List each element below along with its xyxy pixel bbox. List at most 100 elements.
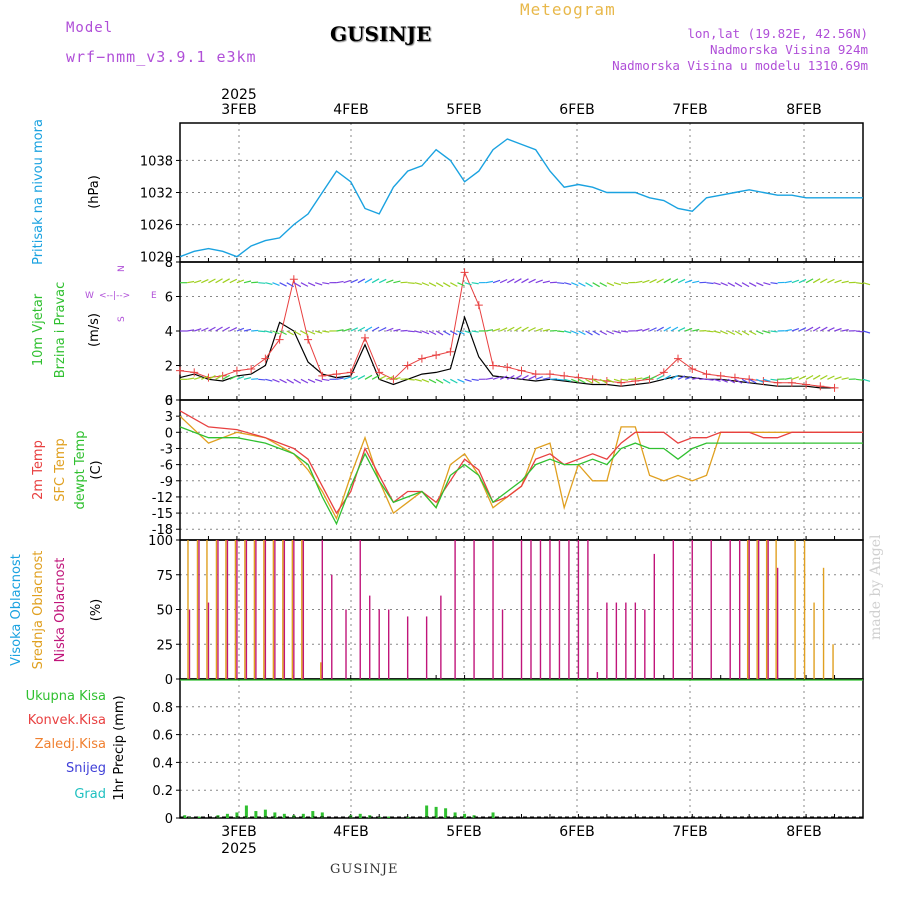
wind-barb: [201, 375, 209, 380]
wind-barb: [464, 330, 472, 334]
y-tick-label: 1020: [140, 251, 173, 266]
wind-barb: [293, 378, 302, 384]
precip-bar: [444, 808, 448, 818]
wind-barb: [748, 378, 757, 384]
pressure-title: Pritisak na nivou mora: [31, 119, 46, 265]
wind-barb: [812, 278, 821, 284]
top-year-label: 2025: [221, 87, 257, 103]
wind-barb: [506, 278, 515, 284]
wind-barb: [841, 280, 849, 284]
wind-barb: [542, 328, 550, 332]
top-day-label: 6FEB: [559, 102, 594, 118]
wind-barb: [727, 378, 736, 384]
wind-barb: [812, 326, 821, 332]
wind-barb: [407, 282, 415, 284]
temp-2m-line: [179, 410, 863, 515]
legend-convective-rain: Konvek.Kisa: [28, 713, 106, 728]
wind-barb: [499, 278, 508, 284]
wind-barb: [706, 282, 714, 285]
wind-barb: [635, 329, 643, 332]
wind-barb: [820, 374, 828, 380]
wind-barb: [805, 374, 814, 380]
y-tick-label: -18: [152, 523, 173, 538]
wind-barb: [812, 374, 821, 380]
top-day-label: 7FEB: [672, 102, 707, 118]
wind-barb: [194, 279, 202, 284]
wind-barb: [364, 374, 373, 380]
wind-barb: [720, 282, 728, 287]
y-tick-label: 0.2: [152, 784, 173, 799]
gust-marker: [531, 370, 540, 379]
wind-barb: [692, 377, 700, 380]
gust-marker: [716, 371, 725, 380]
wind-barb: [492, 376, 501, 380]
compass-north: N: [117, 265, 127, 272]
gust-marker: [659, 368, 668, 377]
y-tick-label: -3: [160, 442, 173, 457]
compass-east: E: [151, 291, 157, 301]
gust-marker: [517, 366, 526, 375]
wind-barb: [592, 330, 600, 336]
wind-barb: [599, 282, 608, 287]
compass-arms: <--|-->: [99, 291, 130, 301]
gust-marker: [617, 378, 626, 387]
gust-marker: [631, 377, 640, 386]
cloud-ylabel: (%): [89, 599, 104, 622]
wind-barb: [592, 378, 600, 384]
wind-barb: [300, 330, 309, 336]
precip-bar: [273, 812, 277, 818]
gust-marker: [702, 370, 711, 379]
wind-barb: [307, 282, 316, 287]
wind-barb: [521, 374, 529, 380]
wind-barb: [784, 328, 792, 332]
gust-marker: [674, 354, 683, 363]
wind-barb: [258, 330, 266, 333]
gust-marker: [560, 371, 569, 380]
y-tick-label: 75: [156, 569, 173, 584]
gust-marker: [503, 363, 512, 372]
wind-barb: [514, 326, 522, 332]
gust-marker: [688, 364, 697, 373]
wind-barb: [855, 282, 863, 285]
wind-barb: [841, 377, 849, 380]
compass-west: W: [85, 291, 94, 301]
wind-barb: [435, 282, 444, 288]
y-tick-label: 1032: [140, 187, 173, 202]
y-tick-label: 6: [165, 291, 173, 306]
wind-barb: [386, 376, 394, 380]
wind-barb: [393, 280, 401, 284]
wind-barb: [862, 330, 871, 334]
wind-barb: [613, 282, 622, 286]
wind-barb: [834, 376, 842, 380]
wind-barb: [457, 378, 465, 383]
wind-barb: [606, 378, 615, 383]
wind-barb: [386, 279, 394, 284]
wind-barb: [621, 282, 629, 285]
wind-barb: [322, 330, 330, 333]
wind-barb: [471, 378, 479, 381]
precip-bar: [320, 812, 324, 818]
wind-barb: [670, 326, 679, 332]
wind-barb: [535, 327, 543, 332]
wind-barb: [293, 282, 302, 288]
wind-barb: [635, 280, 643, 284]
panels: 102010261032103802468630-3-6-9-12-15-180…: [140, 122, 871, 827]
wind-barb: [855, 378, 863, 381]
wind-barb: [514, 278, 522, 284]
wind-barb: [492, 328, 501, 332]
gust-marker: [289, 275, 298, 284]
wind-barb: [314, 282, 323, 286]
gust-marker: [460, 268, 469, 277]
wind-barb: [222, 374, 230, 380]
bottom-year-label: 2025: [221, 841, 257, 857]
wind-barb: [435, 330, 444, 336]
wind-barb: [741, 378, 750, 384]
wind-barb: [350, 278, 358, 284]
precip-bar: [453, 812, 457, 818]
wind-barb: [642, 328, 650, 332]
wind-barb: [251, 329, 259, 332]
wind-barb: [578, 282, 586, 287]
wind-barb: [763, 282, 771, 286]
wind-barb: [599, 378, 608, 384]
wind-barb: [286, 378, 295, 384]
